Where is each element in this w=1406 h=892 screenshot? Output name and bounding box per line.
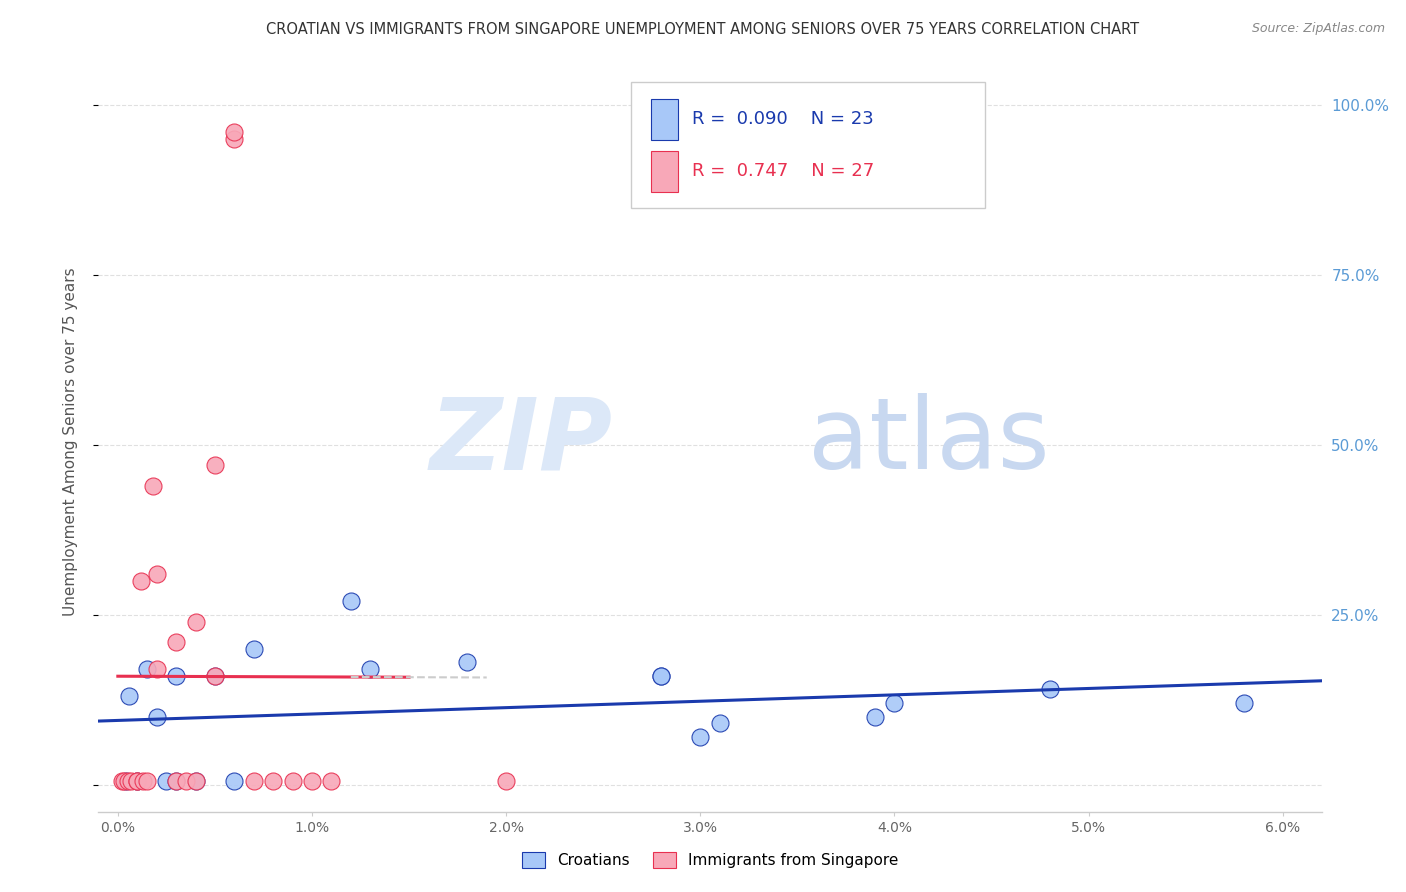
- Point: [1039, 682, 1062, 697]
- Point: [1233, 696, 1256, 710]
- Point: [132, 774, 155, 789]
- Text: Source: ZipAtlas.com: Source: ZipAtlas.com: [1251, 22, 1385, 36]
- Point: [145, 709, 167, 723]
- Point: [242, 774, 264, 789]
- FancyBboxPatch shape: [630, 82, 986, 209]
- Point: [129, 574, 152, 588]
- Point: [111, 774, 134, 789]
- Point: [321, 774, 343, 789]
- Point: [204, 669, 226, 683]
- Point: [117, 774, 139, 789]
- Point: [650, 669, 672, 683]
- Point: [650, 669, 672, 683]
- Point: [184, 774, 207, 789]
- Point: [204, 458, 226, 473]
- Point: [456, 655, 478, 669]
- Point: [359, 662, 381, 676]
- Point: [136, 774, 159, 789]
- Text: atlas: atlas: [808, 393, 1049, 490]
- Point: [224, 126, 246, 140]
- Point: [145, 566, 167, 581]
- Point: [118, 690, 141, 704]
- FancyBboxPatch shape: [651, 99, 678, 140]
- Point: [127, 774, 149, 789]
- Legend: Croatians, Immigrants from Singapore: Croatians, Immigrants from Singapore: [516, 847, 904, 874]
- Point: [184, 774, 207, 789]
- Point: [340, 594, 363, 608]
- Point: [136, 662, 159, 676]
- Point: [142, 478, 165, 492]
- Point: [112, 774, 135, 789]
- Point: [883, 696, 905, 710]
- Point: [155, 774, 177, 789]
- Text: R =  0.747    N = 27: R = 0.747 N = 27: [692, 162, 875, 180]
- Point: [184, 615, 207, 629]
- Point: [165, 669, 187, 683]
- Point: [127, 774, 149, 789]
- Text: R =  0.090    N = 23: R = 0.090 N = 23: [692, 111, 873, 128]
- Point: [165, 774, 187, 789]
- Point: [242, 641, 264, 656]
- Point: [709, 716, 731, 731]
- Y-axis label: Unemployment Among Seniors over 75 years: Unemployment Among Seniors over 75 years: [63, 268, 77, 615]
- Point: [165, 635, 187, 649]
- Point: [262, 774, 284, 789]
- Point: [204, 669, 226, 683]
- Point: [127, 774, 149, 789]
- Point: [145, 662, 167, 676]
- Point: [689, 730, 711, 744]
- Point: [301, 774, 323, 789]
- Point: [495, 774, 517, 789]
- Text: ZIP: ZIP: [429, 393, 612, 490]
- Point: [224, 132, 246, 146]
- Point: [863, 709, 886, 723]
- Point: [114, 774, 136, 789]
- Point: [165, 774, 187, 789]
- Point: [281, 774, 304, 789]
- FancyBboxPatch shape: [651, 151, 678, 192]
- Point: [174, 774, 197, 789]
- Text: CROATIAN VS IMMIGRANTS FROM SINGAPORE UNEMPLOYMENT AMONG SENIORS OVER 75 YEARS C: CROATIAN VS IMMIGRANTS FROM SINGAPORE UN…: [267, 22, 1139, 37]
- Point: [224, 774, 246, 789]
- Point: [120, 774, 142, 789]
